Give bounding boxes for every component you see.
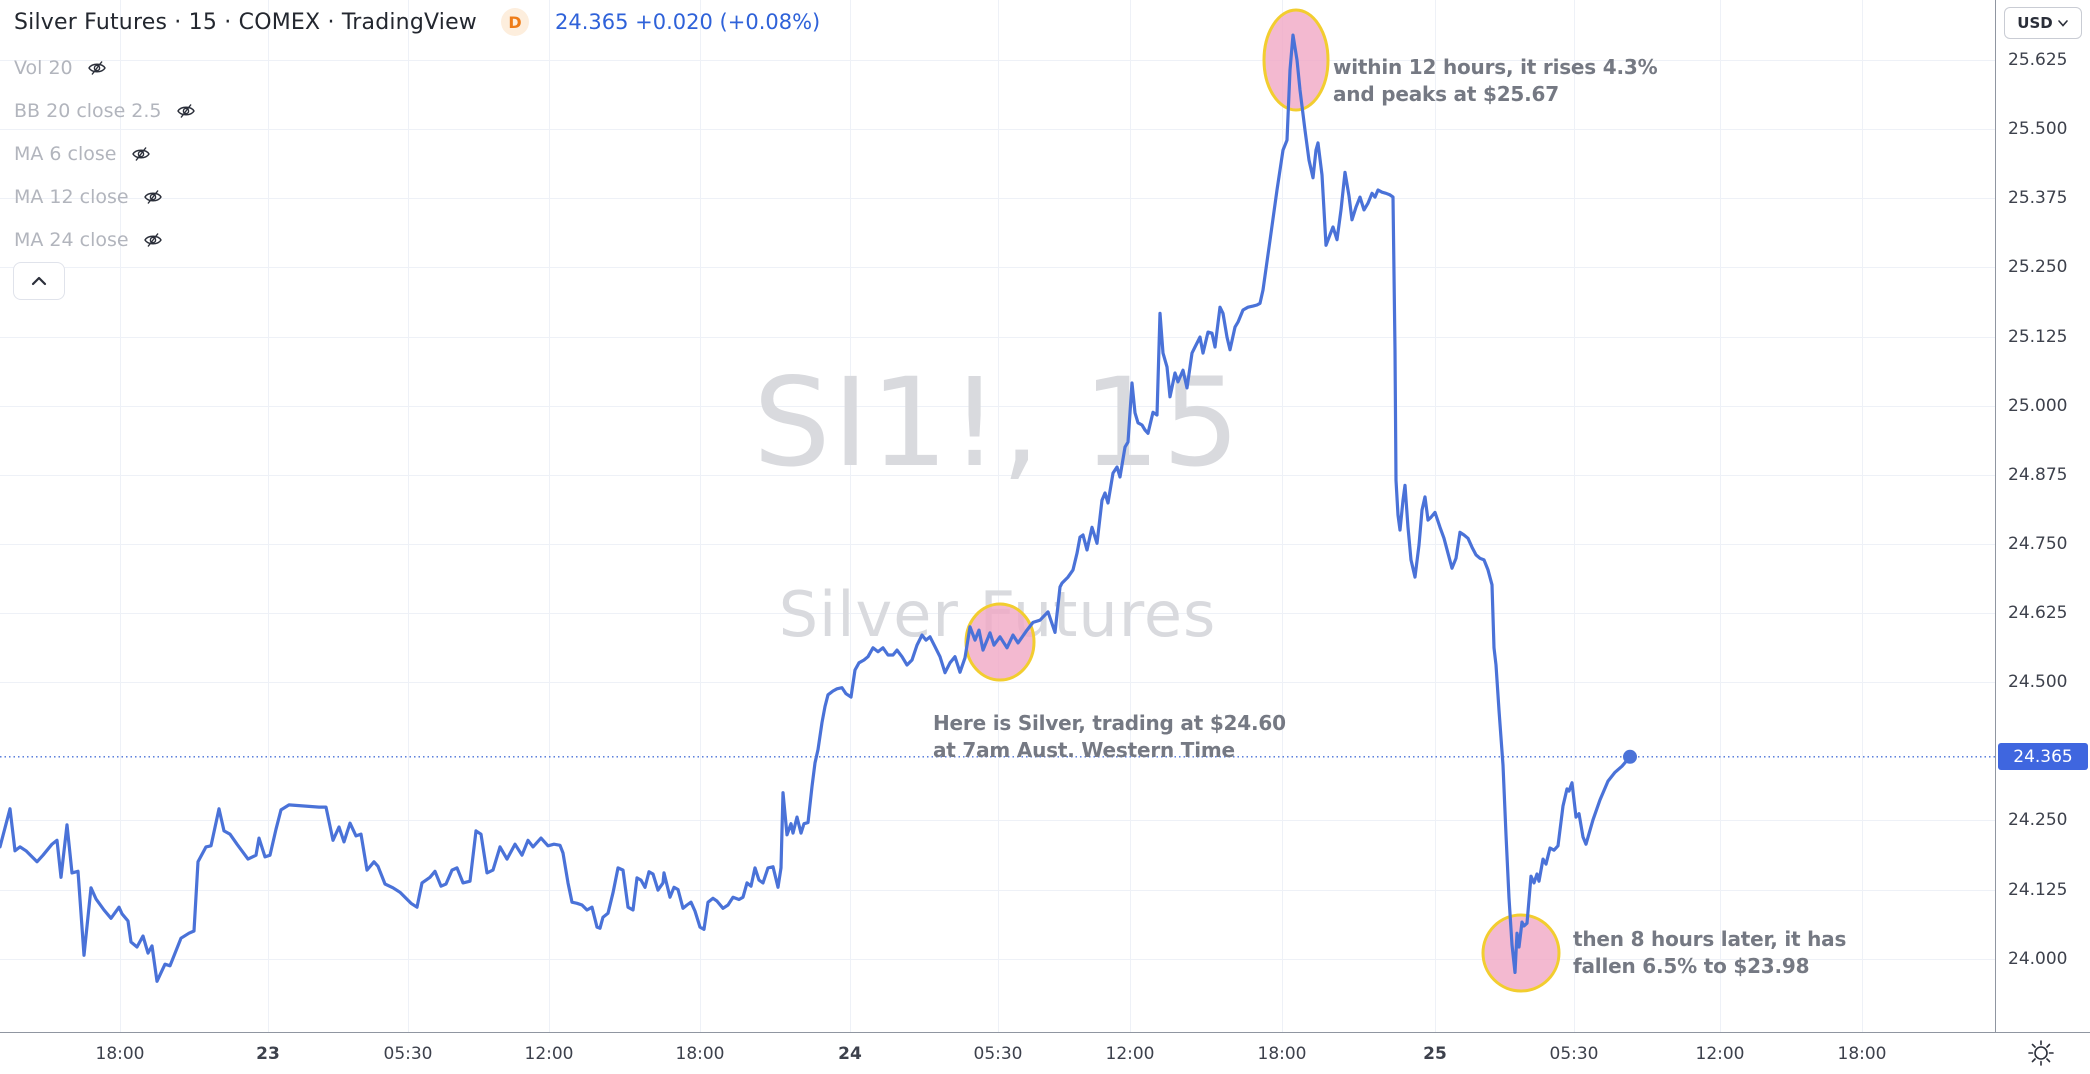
last-price-quote: 24.365 +0.020 (+0.08%) bbox=[555, 10, 821, 34]
price-tick-label: 24.625 bbox=[2008, 603, 2068, 623]
collapse-legend-button[interactable] bbox=[13, 262, 65, 300]
theme-sun-icon[interactable] bbox=[2025, 1037, 2057, 1069]
gridline-vertical bbox=[998, 0, 999, 1032]
price-line-plot bbox=[0, 8, 1995, 993]
symbol-title[interactable]: Silver Futures · 15 · COMEX · TradingVie… bbox=[14, 9, 477, 35]
chevron-down-icon bbox=[2057, 20, 2068, 27]
indicator-row-ma-6-close[interactable]: MA 6 close bbox=[14, 132, 198, 175]
currency-selector[interactable]: USD bbox=[2004, 7, 2082, 39]
gridline-horizontal bbox=[0, 544, 1995, 545]
gridline-horizontal bbox=[0, 60, 1995, 61]
time-tick-label: 23 bbox=[256, 1044, 280, 1064]
price-tick-label: 24.125 bbox=[2008, 880, 2068, 900]
gridline-horizontal bbox=[0, 406, 1995, 407]
gridline-vertical bbox=[1862, 0, 1863, 1032]
gridline-vertical bbox=[700, 0, 701, 1032]
last-price-dot bbox=[1623, 749, 1637, 764]
annotation-text: within 12 hours, it rises 4.3% and peaks … bbox=[1333, 55, 1658, 106]
gridline-vertical bbox=[408, 0, 409, 1032]
time-tick-label: 12:00 bbox=[524, 1044, 574, 1064]
gridline-vertical bbox=[549, 0, 550, 1032]
highlight-ellipse bbox=[964, 602, 1036, 682]
time-tick-label: 25 bbox=[1423, 1044, 1447, 1064]
indicator-row-ma-24-close[interactable]: MA 24 close bbox=[14, 218, 198, 261]
eye-hidden-icon[interactable] bbox=[141, 185, 165, 209]
indicator-label: MA 12 close bbox=[14, 185, 129, 208]
gridline-vertical bbox=[268, 0, 269, 1032]
time-tick-label: 18:00 bbox=[1837, 1044, 1887, 1064]
time-tick-label: 18:00 bbox=[675, 1044, 725, 1064]
currency-label: USD bbox=[2017, 14, 2053, 32]
gridline-horizontal bbox=[0, 198, 1995, 199]
gridline-vertical bbox=[1574, 0, 1575, 1032]
gridline-vertical bbox=[120, 0, 121, 1032]
gridline-horizontal bbox=[0, 890, 1995, 891]
last-price-axis-label: 24.365 bbox=[1998, 743, 2088, 770]
time-tick-label: 12:00 bbox=[1695, 1044, 1745, 1064]
time-tick-label: 24 bbox=[838, 1044, 862, 1064]
price-tick-label: 24.000 bbox=[2008, 949, 2068, 969]
gridline-vertical bbox=[1282, 0, 1283, 1032]
price-axis[interactable]: USD 25.625 25.500 25.375 25.250 25.125 25.000… bbox=[1995, 0, 2090, 1032]
gridline-horizontal bbox=[0, 682, 1995, 683]
indicator-row-ma-12-close[interactable]: MA 12 close bbox=[14, 175, 198, 218]
time-tick-label: 12:00 bbox=[1105, 1044, 1155, 1064]
time-tick-label: 05:30 bbox=[1549, 1044, 1599, 1064]
eye-hidden-icon[interactable] bbox=[174, 99, 198, 123]
chart-legend-header: Silver Futures · 15 · COMEX · TradingVie… bbox=[14, 6, 820, 38]
indicator-row-bb-20-close-2-5[interactable]: BB 20 close 2.5 bbox=[14, 89, 198, 132]
gridline-vertical bbox=[850, 0, 851, 1032]
annotation-text: Here is Silver, trading at $24.60 at 7am … bbox=[933, 711, 1286, 762]
indicator-row-vol-20[interactable]: Vol 20 bbox=[14, 46, 198, 89]
price-tick-label: 24.500 bbox=[2008, 672, 2068, 692]
indicator-label: MA 24 close bbox=[14, 228, 129, 251]
price-tick-label: 25.375 bbox=[2008, 188, 2068, 208]
chevron-up-icon bbox=[31, 276, 47, 286]
time-tick-label: 05:30 bbox=[973, 1044, 1023, 1064]
gridline-horizontal bbox=[0, 267, 1995, 268]
gridline-horizontal bbox=[0, 337, 1995, 338]
gridline-horizontal bbox=[0, 129, 1995, 130]
time-axis[interactable]: 18:00 23 05:30 12:00 18:00 24 05:30 12:00 18:00 2… bbox=[0, 1032, 2090, 1074]
chart-pane[interactable]: SI1!, 15 Silver Futures within 12 hours,… bbox=[0, 0, 1995, 1032]
price-tick-label: 25.250 bbox=[2008, 257, 2068, 277]
price-tick-label: 24.875 bbox=[2008, 465, 2068, 485]
price-tick-label: 25.625 bbox=[2008, 50, 2068, 70]
price-tick-label: 25.500 bbox=[2008, 119, 2068, 139]
highlight-circles bbox=[964, 8, 1561, 993]
indicator-label: Vol 20 bbox=[14, 56, 73, 79]
eye-hidden-icon[interactable] bbox=[85, 56, 109, 80]
price-tick-label: 25.125 bbox=[2008, 327, 2068, 347]
eye-hidden-icon[interactable] bbox=[129, 142, 153, 166]
highlight-ellipse bbox=[1481, 913, 1561, 993]
indicator-label: MA 6 close bbox=[14, 142, 117, 165]
price-tick-label: 24.750 bbox=[2008, 534, 2068, 554]
gridline-vertical bbox=[1130, 0, 1131, 1032]
gridline-horizontal bbox=[0, 820, 1995, 821]
gridline-horizontal bbox=[0, 475, 1995, 476]
gridline-horizontal bbox=[0, 959, 1995, 960]
time-tick-label: 18:00 bbox=[95, 1044, 145, 1064]
price-tick-label: 24.250 bbox=[2008, 810, 2068, 830]
indicator-label: BB 20 close 2.5 bbox=[14, 99, 162, 122]
time-tick-label: 05:30 bbox=[383, 1044, 433, 1064]
price-line-series bbox=[0, 33, 1632, 983]
resolution-badge[interactable]: D bbox=[501, 8, 529, 36]
indicator-legend: Vol 20 BB 20 close 2.5 MA 6 close MA 12 clo… bbox=[14, 46, 198, 261]
price-tick-label: 25.000 bbox=[2008, 396, 2068, 416]
annotation-text: then 8 hours later, it has fallen 6.5% to… bbox=[1573, 927, 1847, 978]
time-tick-label: 18:00 bbox=[1257, 1044, 1307, 1064]
eye-hidden-icon[interactable] bbox=[141, 228, 165, 252]
gridline-vertical bbox=[1720, 0, 1721, 1032]
